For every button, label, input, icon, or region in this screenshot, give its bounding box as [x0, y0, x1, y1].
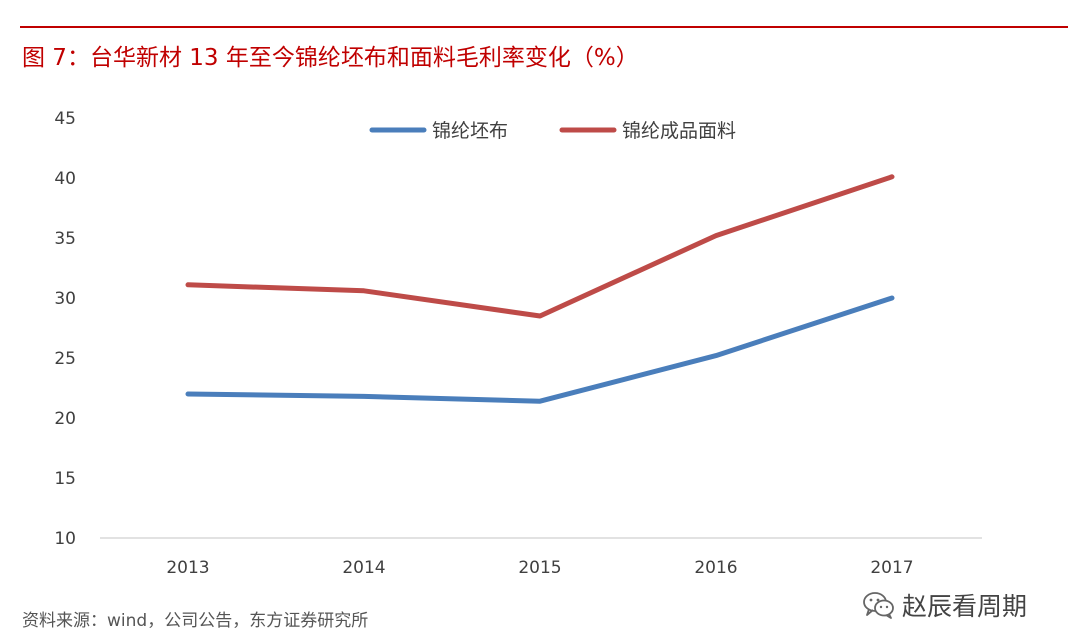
y-tick-label: 45 — [54, 109, 76, 129]
x-axis-labels: 2013 2014 2015 2016 2017 — [166, 558, 913, 578]
legend-label-1: 锦纶坯布 — [432, 120, 508, 142]
watermark: 赵辰看周期 — [862, 588, 1027, 622]
legend-label-2: 锦纶成品面料 — [622, 120, 736, 142]
y-tick-label: 25 — [54, 349, 76, 369]
watermark-text: 赵辰看周期 — [902, 592, 1028, 621]
y-tick-label: 15 — [54, 469, 76, 489]
x-tick-label: 2015 — [518, 558, 561, 578]
x-tick-label: 2016 — [694, 558, 737, 578]
x-tick-label: 2014 — [342, 558, 385, 578]
y-tick-label: 30 — [54, 289, 76, 309]
series-lines — [185, 174, 895, 404]
chart-title: 图 7：台华新材 13 年至今锦纶坯布和面料毛利率变化（%） — [22, 45, 639, 71]
x-tick-label: 2017 — [870, 558, 913, 578]
legend: 锦纶坯布 锦纶成品面料 — [369, 120, 736, 142]
wechat-icon — [863, 592, 894, 619]
line-chart: 10 15 20 25 30 35 40 45 2013 2014 2015 2016 2017 锦纶… — [54, 109, 982, 578]
y-axis-labels: 10 15 20 25 30 35 40 45 — [54, 109, 76, 549]
series-line-2 — [185, 174, 895, 319]
y-tick-label: 10 — [54, 529, 76, 549]
series-line-1 — [185, 295, 895, 404]
y-tick-label: 20 — [54, 409, 76, 429]
y-tick-label: 40 — [54, 169, 76, 189]
x-tick-label: 2013 — [166, 558, 209, 578]
y-tick-label: 35 — [54, 229, 76, 249]
title-top-rule — [20, 26, 1068, 28]
